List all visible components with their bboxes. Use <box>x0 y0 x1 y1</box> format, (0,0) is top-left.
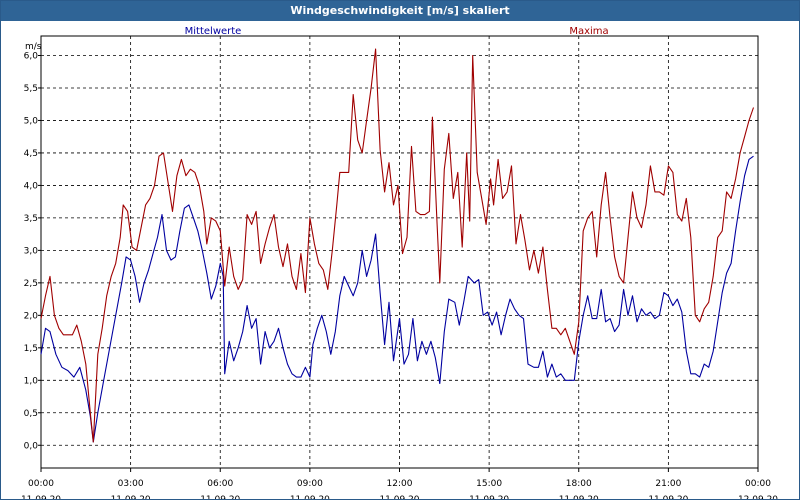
y-tick-label: 1,5 <box>24 344 38 354</box>
x-tick-date-label: 12.09.20 <box>738 495 778 499</box>
y-tick-label: 1,0 <box>24 376 39 386</box>
x-tick-time-label: 00:00 <box>745 479 771 489</box>
series-lines <box>40 48 755 443</box>
x-tick-date-label: 11.09.20 <box>469 495 509 499</box>
legend-mittelwerte: Mittelwerte <box>185 26 242 37</box>
x-tick-date-label: 11.09.20 <box>21 495 61 499</box>
y-tick-label: 4,5 <box>24 149 38 159</box>
x-tick-time-label: 09:00 <box>297 479 323 489</box>
series-line-mittelwerte <box>40 155 754 443</box>
x-tick-time-label: 06:00 <box>207 479 233 489</box>
y-tick-label: 4,0 <box>24 181 39 191</box>
y-tick-label: 3,5 <box>24 214 38 224</box>
x-tick-time-label: 03:00 <box>118 479 144 489</box>
y-tick-label: 0,5 <box>24 409 38 419</box>
series-line-maxima <box>40 48 755 443</box>
y-axis-label: m/s <box>25 42 42 52</box>
x-tick-date-label: 11.09.20 <box>200 495 240 499</box>
y-tick-label: 0,0 <box>24 441 39 451</box>
y-tick-label: 2,0 <box>24 311 39 321</box>
y-tick-label: 6,0 <box>24 51 39 61</box>
y-tick-label: 5,5 <box>24 84 38 94</box>
window-title: Windgeschwindigkeit [m/s] skaliert <box>1 1 799 21</box>
x-tick-time-label: 21:00 <box>655 479 681 489</box>
x-tick-time-label: 12:00 <box>387 479 413 489</box>
x-tick-time-label: 18:00 <box>566 479 592 489</box>
x-tick-date-label: 11.09.20 <box>648 495 688 499</box>
x-tick-date-label: 11.09.20 <box>559 495 599 499</box>
y-axis: 0,0 0,5 1,0 1,5 2,0 2,5 3,0 3,5 4,0 4,5 5,0 5,5 6,0 <box>24 51 41 451</box>
grid-lines <box>41 36 758 468</box>
x-tick-date-label: 11.09.20 <box>290 495 330 499</box>
x-tick-time-label: 15:00 <box>476 479 502 489</box>
x-tick-date-label: 11.09.20 <box>379 495 419 499</box>
legend-maxima: Maxima <box>569 26 608 37</box>
y-tick-label: 2,5 <box>24 279 38 289</box>
x-tick-date-label: 11.09.20 <box>111 495 151 499</box>
x-tick-time-label: 00:00 <box>28 479 54 489</box>
y-tick-label: 5,0 <box>24 116 39 126</box>
y-tick-label: 3,0 <box>24 246 39 256</box>
x-axis: 00:00 11.09.20 03:00 11.09.20 06:00 11.09.20 0… <box>21 468 778 499</box>
wind-speed-chart: 0,00,51,01,52,02,53,03,54,04,55,05,56,0 … <box>21 26 778 499</box>
